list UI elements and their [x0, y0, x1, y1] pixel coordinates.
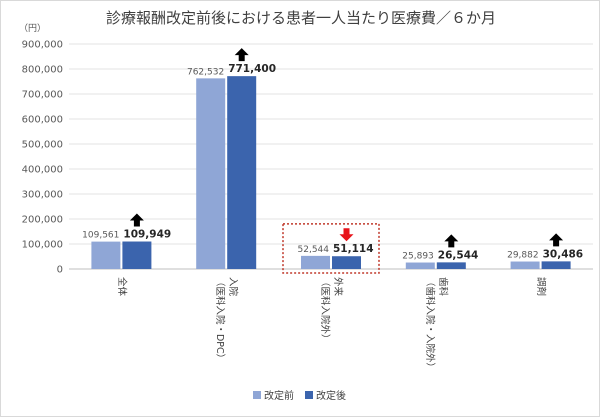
bar-before — [196, 78, 226, 269]
change-arrow-up — [549, 233, 564, 247]
bar-before — [510, 261, 540, 269]
bars — [91, 76, 571, 270]
legend-swatch — [253, 391, 261, 399]
change-arrow-up — [129, 213, 144, 227]
bar-before — [301, 255, 330, 269]
y-tick-label: 0 — [57, 265, 63, 276]
legend-label: 改定後 — [316, 389, 346, 402]
category-label: 調剤 — [535, 277, 547, 296]
legend-label: 改定前 — [264, 389, 294, 402]
y-tick-label: 800,000 — [22, 65, 63, 76]
change-arrow-up — [444, 234, 459, 248]
y-tick-label: 400,000 — [22, 165, 63, 176]
data-label-after: 51,114 — [333, 243, 374, 255]
data-label-after: 26,544 — [438, 249, 479, 261]
category-label: （歯科入院・入院外） — [424, 277, 436, 372]
category-label: （医科入院外） — [319, 277, 331, 344]
y-tick-label: 200,000 — [22, 215, 63, 226]
y-tick-label: 900,000 — [22, 40, 63, 51]
data-label-after: 30,486 — [543, 248, 584, 260]
y-axis-unit: （円） — [19, 23, 46, 34]
gridlines — [69, 43, 593, 245]
bar-after — [122, 241, 152, 269]
category-label: （医科入院・DPC） — [214, 277, 226, 363]
data-label-before: 52,544 — [298, 245, 330, 255]
bar-before — [91, 241, 121, 269]
change-arrows — [129, 48, 564, 248]
change-arrow-up — [234, 48, 249, 62]
y-tick-label: 300,000 — [22, 190, 63, 201]
data-label-before: 762,532 — [187, 67, 224, 77]
y-axis-ticks: 0 100,000 200,000 300,000 400,000 500,000 600,… — [22, 40, 63, 276]
data-label-after: 771,400 — [228, 63, 276, 75]
category-label: 歯科 — [437, 277, 449, 297]
y-tick-label: 600,000 — [22, 115, 63, 126]
bar-after — [436, 262, 466, 269]
category-label: 外来 — [332, 277, 344, 297]
highlight-rect — [282, 223, 380, 274]
data-label-before: 109,561 — [82, 231, 119, 241]
bar-after — [227, 76, 257, 270]
data-label-before: 25,893 — [402, 252, 434, 262]
bar-before — [405, 262, 435, 269]
data-label-after: 109,949 — [123, 229, 171, 241]
y-tick-label: 500,000 — [22, 140, 63, 151]
legend: 改定前 改定後 — [253, 389, 346, 402]
chart-title: 診療報酬改定前後における患者一人当たり医療費／６か月 — [106, 9, 496, 27]
data-labels: 109,561 109,949 762,532 771,400 52,544 51,114… — [82, 63, 583, 261]
category-label: 全体 — [116, 277, 128, 297]
highlight-box — [282, 223, 380, 274]
y-tick-label: 100,000 — [22, 240, 63, 251]
bar-after — [541, 261, 571, 269]
data-label-before: 29,882 — [507, 251, 539, 261]
category-label: 入院 — [227, 277, 239, 297]
category-labels: 全体 入院（医科入院・DPC） 外来（医科入院外） 歯科（歯科入院・入院外） 調剤 — [116, 277, 547, 372]
legend-swatch — [305, 391, 313, 399]
bar-after — [332, 256, 361, 269]
change-arrow-down — [339, 228, 354, 242]
y-tick-label: 700,000 — [22, 90, 63, 101]
